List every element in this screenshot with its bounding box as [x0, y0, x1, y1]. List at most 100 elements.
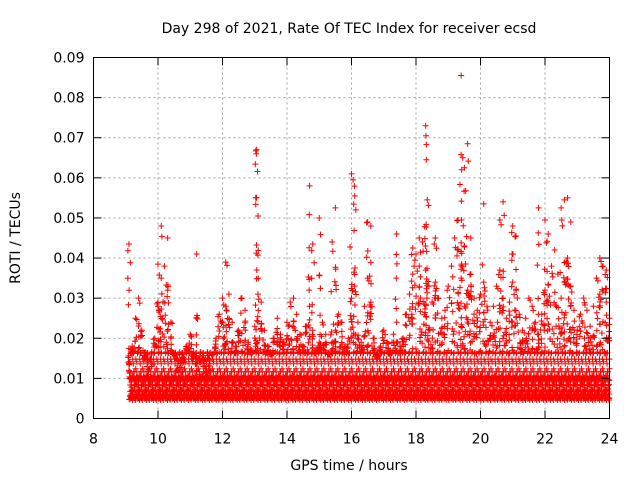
- data-point: [165, 326, 172, 333]
- data-point: [254, 291, 261, 298]
- data-point: [164, 235, 171, 241]
- data-point: [304, 360, 311, 367]
- data-point: [603, 322, 610, 329]
- data-point: [158, 290, 165, 297]
- data-point: [347, 243, 354, 250]
- data-point: [311, 360, 318, 367]
- data-point: [194, 315, 201, 322]
- data-point: [425, 365, 432, 372]
- data-point: [380, 327, 387, 334]
- data-point: [158, 360, 165, 367]
- data-point: [499, 360, 506, 367]
- data-point: [509, 279, 516, 286]
- data-point: [287, 299, 294, 306]
- data-point: [216, 328, 223, 335]
- data-point: [388, 360, 395, 367]
- data-point: [339, 333, 346, 340]
- data-point: [494, 319, 501, 326]
- data-point: [360, 360, 367, 367]
- data-point: [471, 311, 478, 318]
- data-point: [222, 259, 229, 266]
- data-point: [290, 349, 297, 356]
- data-point: [302, 330, 309, 337]
- data-point: [153, 365, 160, 372]
- data-point: [136, 344, 143, 351]
- data-point: [551, 247, 558, 254]
- data-point: [466, 271, 473, 278]
- data-point: [406, 291, 413, 298]
- data-point: [213, 360, 220, 367]
- data-point: [348, 365, 355, 372]
- data-point: [594, 277, 601, 284]
- data-point: [237, 365, 244, 372]
- data-point: [237, 295, 244, 302]
- data-point: [511, 307, 518, 314]
- data-point: [230, 365, 237, 372]
- data-point: [488, 365, 494, 372]
- data-point: [320, 321, 327, 328]
- data-point: [253, 326, 260, 333]
- data-point: [411, 365, 418, 372]
- data-point: [449, 308, 456, 315]
- data-point: [223, 307, 230, 314]
- data-point: [448, 263, 455, 270]
- data-point: [164, 293, 171, 300]
- data-point: [448, 300, 455, 307]
- data-point: [402, 311, 409, 318]
- data-point: [283, 349, 290, 356]
- data-point: [252, 147, 259, 154]
- data-point: [515, 365, 522, 372]
- data-point: [234, 360, 241, 367]
- data-point: [534, 331, 541, 338]
- data-point: [132, 315, 139, 322]
- data-point: [429, 360, 436, 367]
- data-point: [577, 328, 584, 335]
- data-point: [167, 335, 174, 342]
- data-point: [457, 360, 464, 367]
- data-point: [506, 299, 513, 306]
- data-point: [497, 325, 504, 332]
- data-point: [369, 365, 376, 372]
- data-point: [370, 335, 377, 342]
- data-point: [503, 315, 510, 322]
- data-point: [459, 324, 466, 331]
- data-point: [418, 365, 425, 372]
- data-point: [443, 360, 450, 367]
- data-point: [506, 337, 513, 344]
- data-point: [455, 290, 462, 297]
- data-point: [501, 365, 508, 372]
- data-point: [327, 365, 334, 372]
- data-point: [584, 330, 591, 337]
- data-point: [502, 342, 509, 349]
- data-point: [482, 287, 489, 294]
- data-point: [311, 259, 318, 266]
- data-point: [254, 313, 261, 320]
- data-point: [351, 183, 358, 190]
- data-point: [362, 365, 369, 372]
- data-point: [351, 301, 358, 308]
- data-point: [287, 303, 294, 310]
- data-point: [316, 272, 323, 279]
- data-point: [212, 344, 219, 351]
- data-point: [408, 360, 415, 367]
- data-point: [135, 295, 142, 302]
- data-point: [499, 295, 506, 302]
- data-point: [252, 302, 259, 309]
- data-point: [255, 360, 262, 367]
- data-point: [571, 307, 578, 314]
- data-point: [383, 365, 390, 372]
- data-point: [253, 194, 260, 201]
- data-point: [331, 278, 338, 285]
- data-point: [347, 298, 354, 305]
- data-point: [241, 360, 248, 367]
- data-point: [216, 365, 223, 372]
- data-point: [165, 299, 172, 306]
- data-point: [480, 279, 487, 286]
- data-point: [464, 287, 471, 294]
- data-point: [446, 365, 453, 372]
- data-point: [364, 248, 371, 255]
- data-point: [522, 365, 529, 372]
- data-point: [363, 254, 370, 261]
- data-point: [162, 320, 169, 327]
- data-point: [367, 316, 374, 323]
